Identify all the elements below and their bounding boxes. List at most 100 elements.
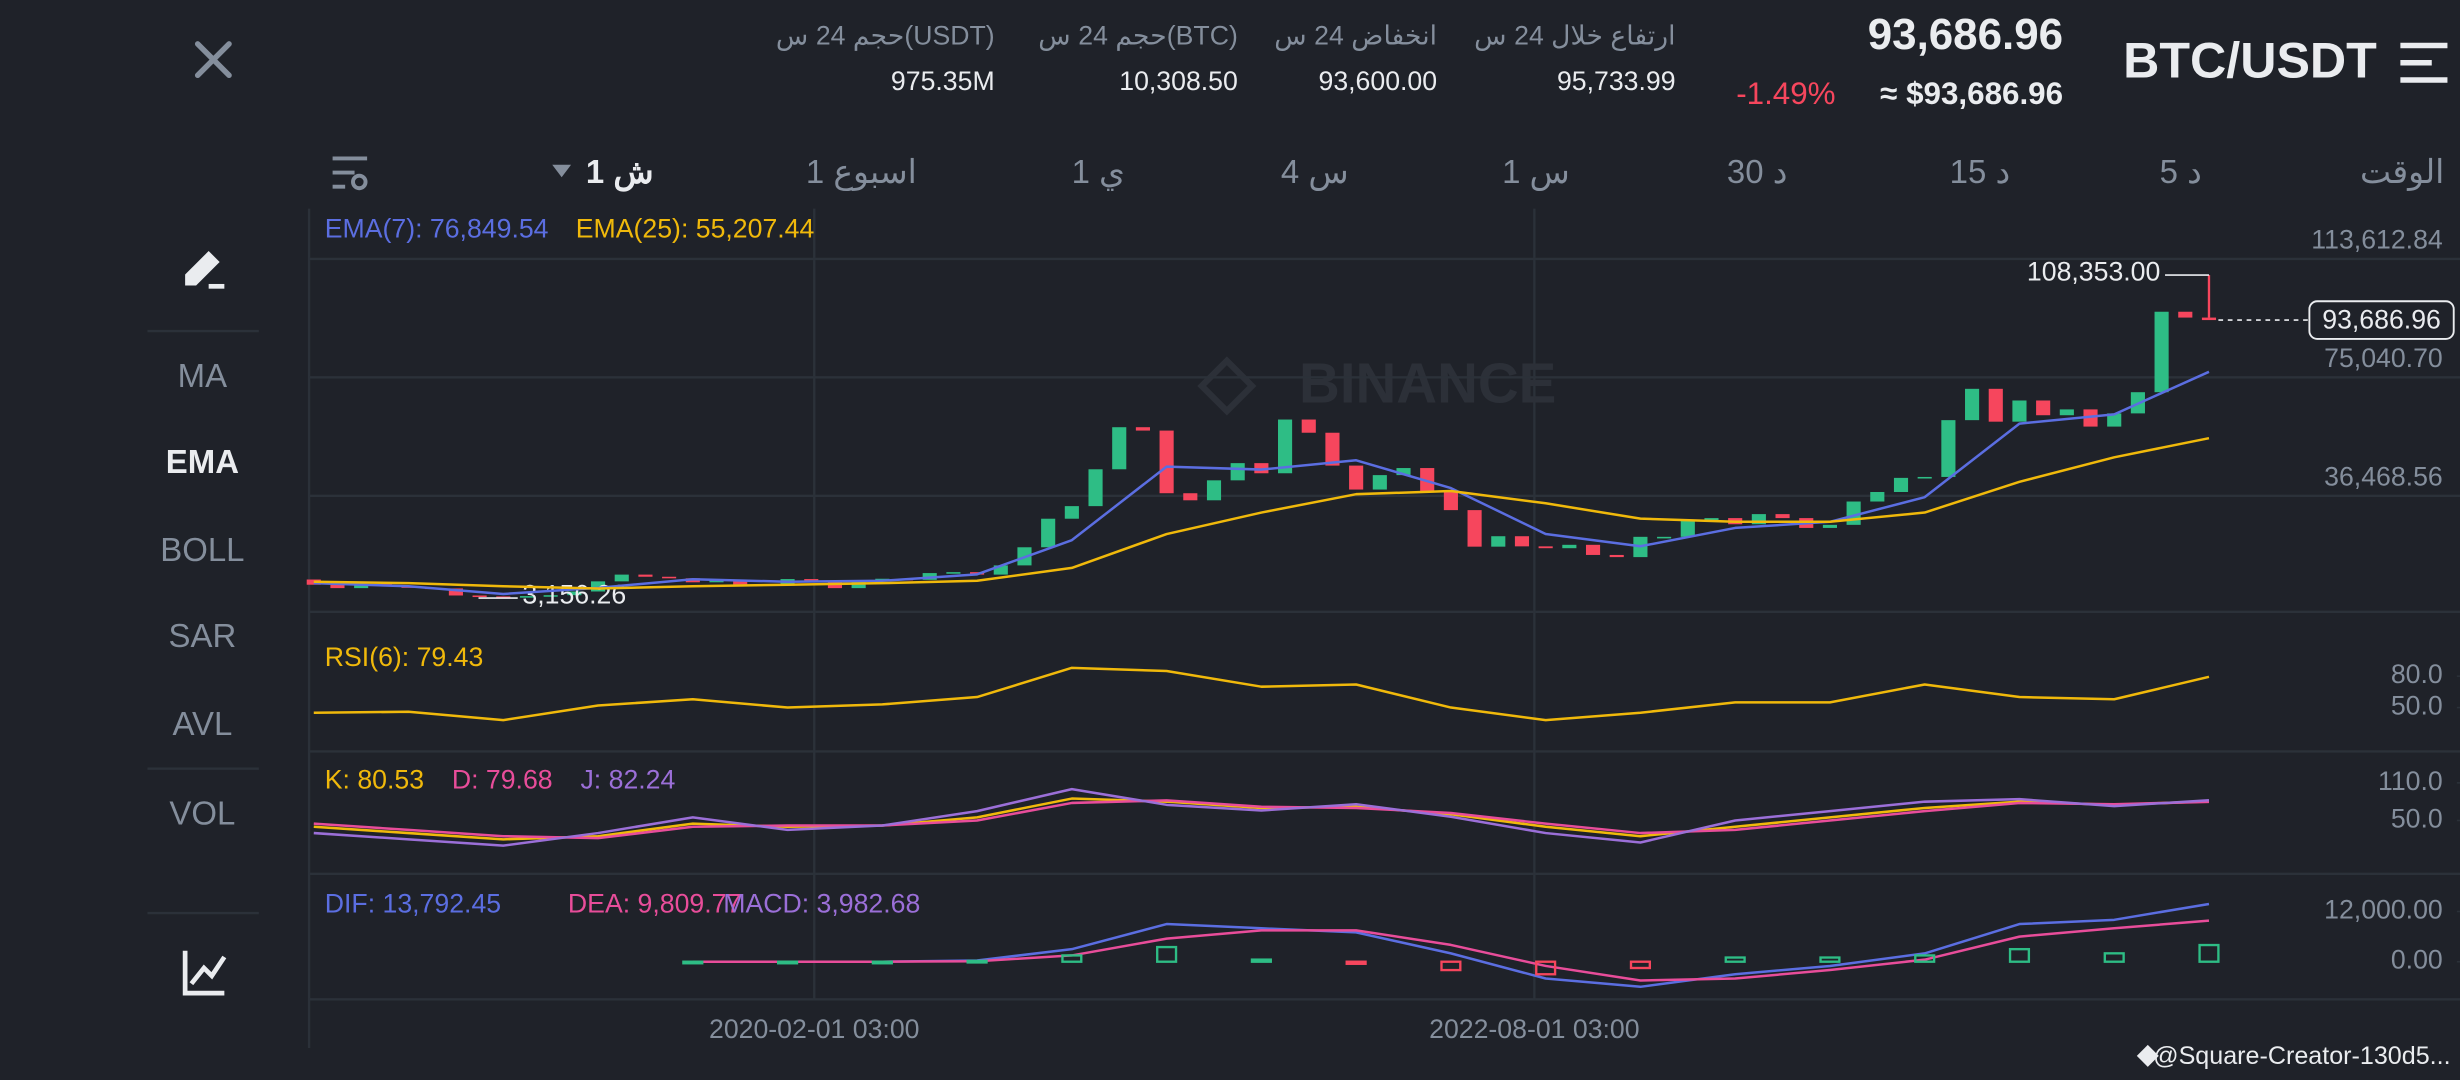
indicator-option[interactable]: SAR	[169, 617, 237, 654]
y-tick-label: 12,000.00	[2324, 895, 2443, 925]
indicator-option[interactable]: MA	[178, 357, 227, 394]
macd-bar	[1156, 945, 1178, 963]
candle	[1585, 544, 1601, 555]
timeframe-tab[interactable]: الوقت	[2360, 153, 2444, 192]
candle	[1941, 420, 1956, 477]
indicator-line	[692, 919, 2210, 982]
last-price-label: 93,686.96	[2322, 305, 2441, 335]
candle	[472, 595, 487, 598]
stat-label: ارتفاع خلال 24 س	[1474, 21, 1675, 52]
macd-bar	[1061, 954, 1083, 963]
x-tick-label: 2022-08-01 03:00	[1429, 1014, 1639, 1044]
legend-entry: D: 79.68	[452, 764, 553, 794]
stat-label: حجم 24 س(USDT)	[776, 21, 995, 52]
stat-value: 95,733.99	[1557, 66, 1676, 96]
candle	[496, 596, 511, 598]
candle	[1657, 536, 1672, 539]
timeframe-tab[interactable]: 5 د	[2160, 153, 2202, 190]
macd-bar	[871, 960, 893, 965]
candle	[662, 576, 677, 579]
candle	[1491, 536, 1506, 547]
stat-value: 10,308.50	[1119, 66, 1238, 96]
y-tick-label: 36,468.56	[2324, 462, 2443, 492]
candle	[2083, 409, 2098, 427]
macd-bar	[1250, 958, 1272, 963]
y-tick-label: 50.0	[2391, 804, 2443, 834]
candle	[993, 565, 1008, 575]
indicator-line	[313, 370, 2210, 596]
macd-bar	[776, 960, 799, 965]
y-tick-label: 75,040.70	[2324, 343, 2443, 373]
timeframe-tab[interactable]: 1 ش	[586, 153, 654, 192]
menu-icon[interactable]	[2400, 42, 2448, 83]
candle	[1349, 465, 1364, 490]
indicator-icon[interactable]	[182, 950, 227, 996]
stat-label: حجم 24 س(BTC)	[1038, 21, 1238, 52]
candle	[1965, 388, 1980, 421]
low-label: 3,156.26	[522, 580, 626, 610]
candle	[1230, 463, 1245, 481]
x-tick-label: 2020-02-01 03:00	[709, 1014, 919, 1044]
candle	[1112, 427, 1127, 470]
timeframe-tab[interactable]: 1 س	[1502, 153, 1570, 192]
indicator-option[interactable]: BOLL	[160, 531, 244, 568]
macd-bar	[1819, 956, 1841, 963]
stat-value: 93,600.00	[1318, 66, 1437, 96]
candle	[330, 584, 345, 589]
indicator-option[interactable]: VOL	[169, 795, 235, 832]
timeframe-tab[interactable]: 15 د	[1950, 153, 2010, 190]
macd-bar	[1440, 960, 1462, 972]
macd-bar	[2198, 943, 2220, 963]
draw-icon[interactable]	[185, 251, 225, 289]
candle	[1609, 554, 1624, 558]
macd-bar	[2008, 947, 2031, 963]
candle	[2201, 317, 2217, 321]
candle	[614, 574, 629, 582]
indicator-line	[313, 666, 2210, 722]
settings-icon[interactable]	[332, 156, 368, 191]
macd-bar	[1914, 954, 1936, 963]
candle	[2178, 311, 2193, 318]
credit: @Square-Creator-130d5...	[2153, 1042, 2450, 1070]
macd-bar	[966, 959, 988, 964]
candle	[1206, 480, 1222, 501]
timeframe-tab[interactable]: 1 اسبوع	[806, 153, 917, 192]
legend-entry: DEA: 9,809.77	[568, 888, 741, 918]
candle	[1088, 469, 1103, 507]
legend-entry: K: 80.53	[325, 764, 424, 794]
indicator-option[interactable]: EMA	[166, 443, 239, 480]
candle	[1159, 430, 1174, 494]
candle	[1870, 492, 1885, 502]
indicator-line	[313, 436, 2210, 590]
credit-logo	[2136, 1044, 2159, 1067]
candle	[2036, 400, 2051, 416]
timeframe-tab[interactable]: 4 س	[1281, 153, 1349, 192]
candle	[1064, 506, 1079, 519]
candle	[519, 596, 535, 598]
watermark: BINANCE	[1299, 351, 1556, 414]
legend-entry: EMA(7): 76,849.54	[325, 214, 549, 244]
macd-bar	[682, 960, 704, 965]
indicator-option[interactable]: AVL	[172, 705, 232, 742]
timeframe-tab[interactable]: 30 د	[1727, 153, 1787, 190]
candle	[638, 574, 653, 577]
candle	[1041, 518, 1056, 548]
dropdown-arrow	[552, 164, 572, 178]
candle	[1278, 419, 1293, 474]
candle	[567, 591, 582, 596]
candle	[1751, 514, 1766, 525]
indicator-line	[313, 799, 2210, 840]
timeframe-tab[interactable]: 1 ي	[1072, 153, 1125, 191]
candle	[1372, 475, 1387, 490]
stat-label: انخفاض 24 س	[1274, 21, 1437, 52]
candle	[1514, 536, 1530, 547]
candle	[1396, 468, 1411, 476]
macd-bar	[1724, 956, 1746, 963]
close-button[interactable]	[194, 41, 232, 79]
candle	[1775, 514, 1790, 519]
indicator-line	[313, 787, 2210, 847]
macd-bar	[1629, 960, 1652, 970]
